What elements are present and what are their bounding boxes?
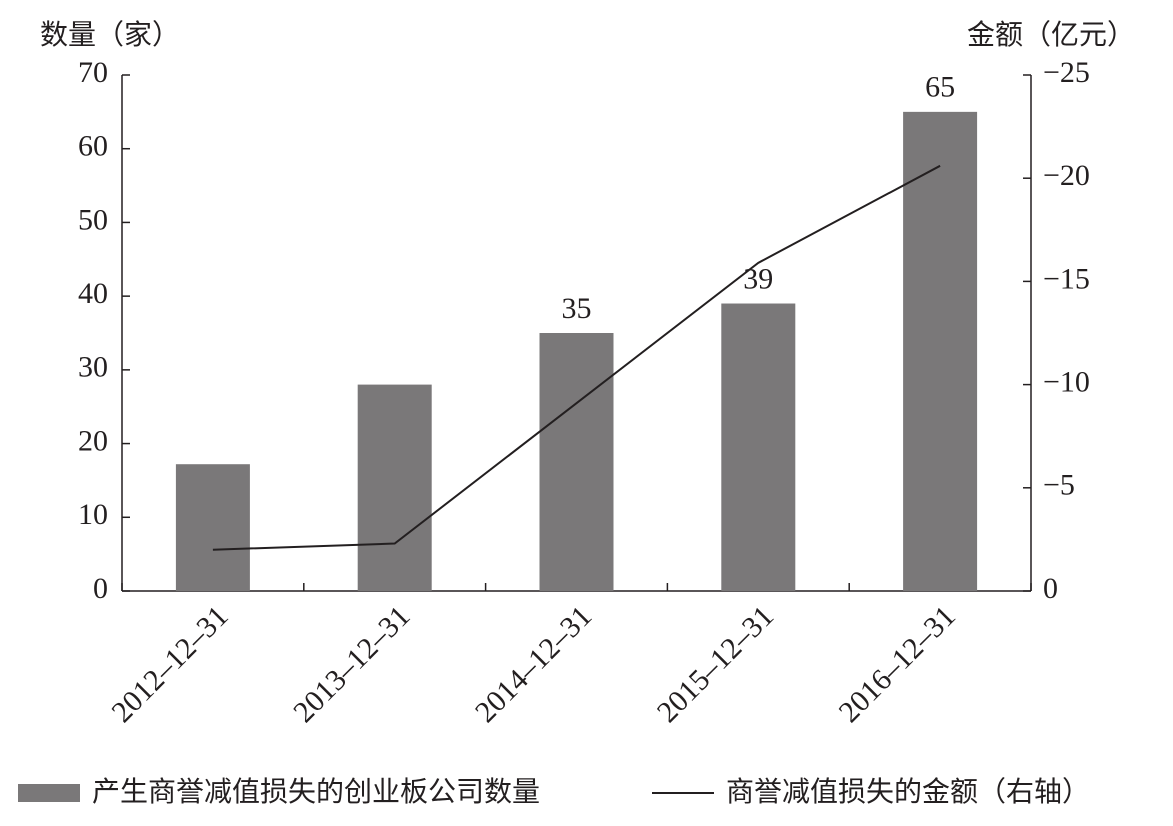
bar [903,111,978,591]
value-label: 35 [562,292,592,325]
line [212,164,941,551]
y-tick-label: 10 [78,498,108,531]
x-tick-label: 2012–12–31 [105,599,234,728]
legend-label: 商誉减值损失的金额（右轴） [726,775,1090,808]
x-tick-label: 2015–12–31 [651,599,780,728]
y2-tick-label: −20 [1043,159,1090,192]
bar [175,464,250,591]
y2-tick-label: −10 [1043,365,1090,398]
y-tick-label: 0 [93,572,108,605]
bar [357,384,432,591]
x-tick-label: 2016–12–31 [833,599,962,728]
y-tick-label: 60 [78,130,108,163]
y-axis-title: 数量（家） [40,18,180,51]
y-tick-label: 70 [78,56,108,89]
bar [721,303,796,591]
y-tick-label: 40 [78,277,108,310]
y2-tick-label: −25 [1043,56,1090,89]
legend-swatch [18,784,80,802]
y-tick-label: 30 [78,351,108,384]
legend-label: 产生商誉减值损失的创业板公司数量 [92,775,540,808]
value-label: 39 [743,262,773,295]
x-tick-label: 2013–12–31 [287,599,416,728]
y-tick-label: 20 [78,424,108,457]
y2-tick-label: −15 [1043,262,1090,295]
y2-tick-label: −5 [1043,469,1075,502]
y2-tick-label: 0 [1043,572,1058,605]
value-label: 65 [925,71,955,104]
x-tick-label: 2014–12–31 [469,599,598,728]
y2-axis-title: 金额（亿元） [967,18,1135,51]
bar [539,333,614,591]
y-tick-label: 50 [78,203,108,236]
